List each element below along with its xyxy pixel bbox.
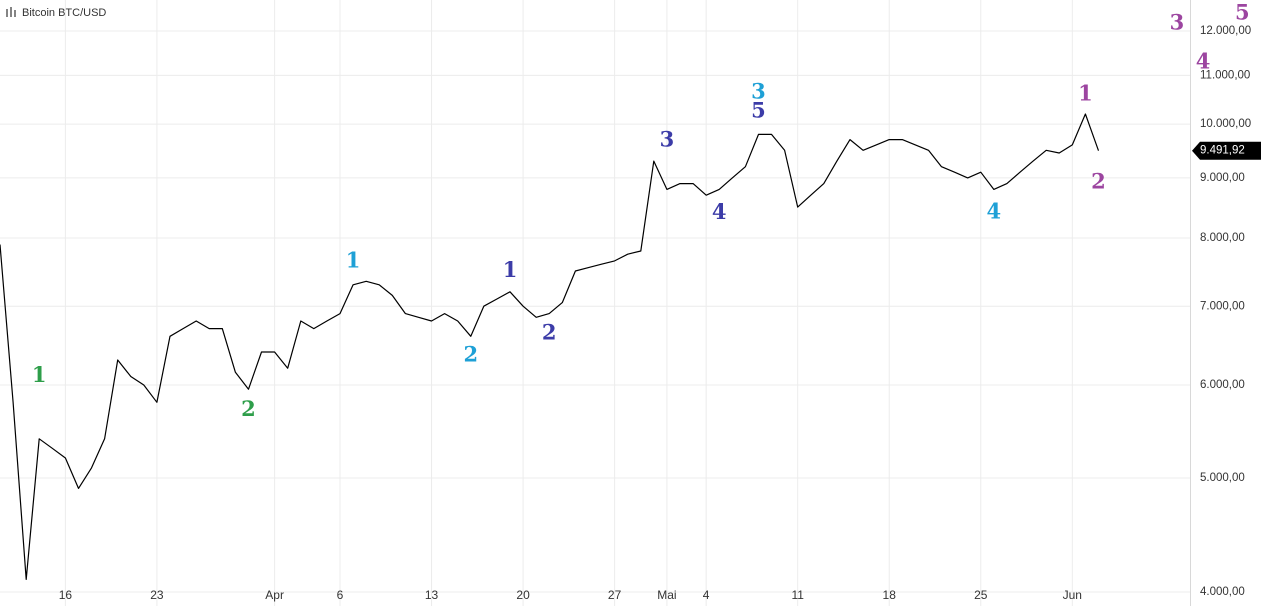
wave-label: 3	[751, 78, 766, 103]
x-tick-label: 16	[59, 588, 73, 602]
x-tick-label: Apr	[265, 588, 284, 602]
wave-label: 5	[1235, 0, 1250, 24]
last-price-box	[1192, 141, 1261, 160]
wave-label: 2	[241, 396, 256, 421]
title-icon	[6, 7, 16, 17]
wave-label: 4	[1196, 49, 1211, 74]
x-tick-label: 13	[425, 588, 439, 602]
x-tick-label: Mai	[657, 588, 676, 602]
y-tick-label: 6.000,00	[1200, 379, 1245, 391]
y-tick-label: 10.000,00	[1200, 118, 1251, 130]
x-tick-label: 6	[337, 588, 344, 602]
x-tick-label: 4	[703, 588, 710, 602]
x-tick-label: 27	[608, 588, 622, 602]
grid	[0, 0, 1190, 606]
wave-label: 2	[542, 319, 557, 344]
y-tick-label: 8.000,00	[1200, 232, 1245, 244]
chart-title: Bitcoin BTC/USD	[22, 7, 106, 19]
wave-label: 5	[751, 97, 766, 122]
x-tick-label: 11	[791, 588, 804, 602]
wave-label: 1	[503, 257, 518, 282]
y-tick-label: 11.000,00	[1200, 69, 1250, 81]
y-tick-label: 7.000,00	[1200, 300, 1245, 312]
wave-label: 2	[463, 341, 478, 366]
wave-label: 4	[987, 199, 1002, 224]
last-price-label: 9.491,92	[1200, 145, 1245, 157]
y-tick-label: 9.000,00	[1200, 172, 1245, 184]
x-tick-label: 23	[150, 588, 164, 602]
wave-label: 3	[1170, 9, 1185, 34]
wave-label: 1	[1078, 80, 1093, 105]
y-tick-label: 4.000,00	[1200, 586, 1245, 598]
wave-label: 2	[1091, 169, 1106, 194]
wave-label: 4	[712, 199, 727, 224]
x-tick-label: Jun	[1063, 588, 1082, 602]
price-line	[0, 113, 1100, 580]
wave-label: 1	[32, 362, 47, 387]
x-tick-label: 18	[883, 588, 897, 602]
y-tick-label: 5.000,00	[1200, 472, 1245, 484]
wave-label: 3	[660, 127, 675, 152]
wave-label: 1	[346, 248, 361, 273]
x-tick-label: 20	[516, 588, 530, 602]
x-tick-label: 25	[974, 588, 988, 602]
y-tick-label: 12.000,00	[1200, 25, 1251, 37]
